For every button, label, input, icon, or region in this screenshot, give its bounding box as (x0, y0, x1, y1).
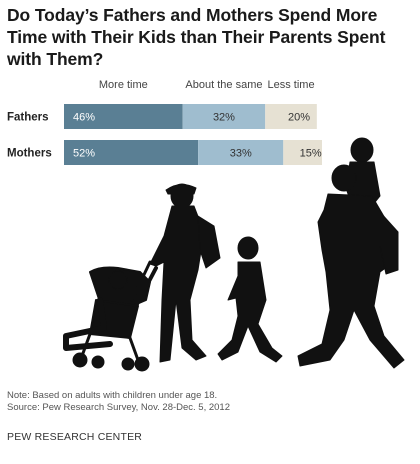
data-label-mothers-1: 33% (230, 148, 252, 160)
bar-mothers-1 (198, 140, 284, 165)
data-label-mothers-0: 52% (73, 148, 95, 160)
child-silhouette (217, 236, 283, 363)
data-label-mothers-2: 15% (300, 148, 322, 160)
bar-fathers-0 (64, 104, 183, 129)
bar-fathers-1 (182, 104, 266, 129)
source-text: Source: Pew Research Survey, Nov. 28-Dec… (7, 402, 231, 413)
chart-title: Do Today’s Fathers and Mothers Spend Mor… (7, 5, 386, 69)
legend-label-0: More time (99, 79, 148, 91)
mother-silhouette (149, 183, 221, 363)
data-label-fathers-0: 46% (73, 112, 95, 124)
father-silhouette (297, 137, 405, 369)
data-label-fathers-2: 20% (288, 112, 310, 124)
footer-brand: PEW RESEARCH CENTER (7, 431, 143, 443)
data-label-fathers-1: 32% (213, 112, 235, 124)
chart-note: Note: Based on adults with children unde… (7, 390, 230, 414)
bar-fathers-2 (265, 104, 317, 129)
note-text: Note: Based on adults with children unde… (7, 390, 218, 401)
stroller-silhouette (63, 260, 158, 372)
legend-label-2: Less time (268, 79, 315, 91)
bar-mothers-0 (64, 140, 199, 165)
category-label-mothers: Mothers (7, 148, 52, 160)
bar-mothers-2 (283, 140, 322, 165)
category-label-fathers: Fathers (7, 112, 49, 124)
legend-label-1: About the same (185, 79, 262, 91)
stacked-bar-chart: More time About the same Less time Fathers 4… (7, 79, 322, 165)
